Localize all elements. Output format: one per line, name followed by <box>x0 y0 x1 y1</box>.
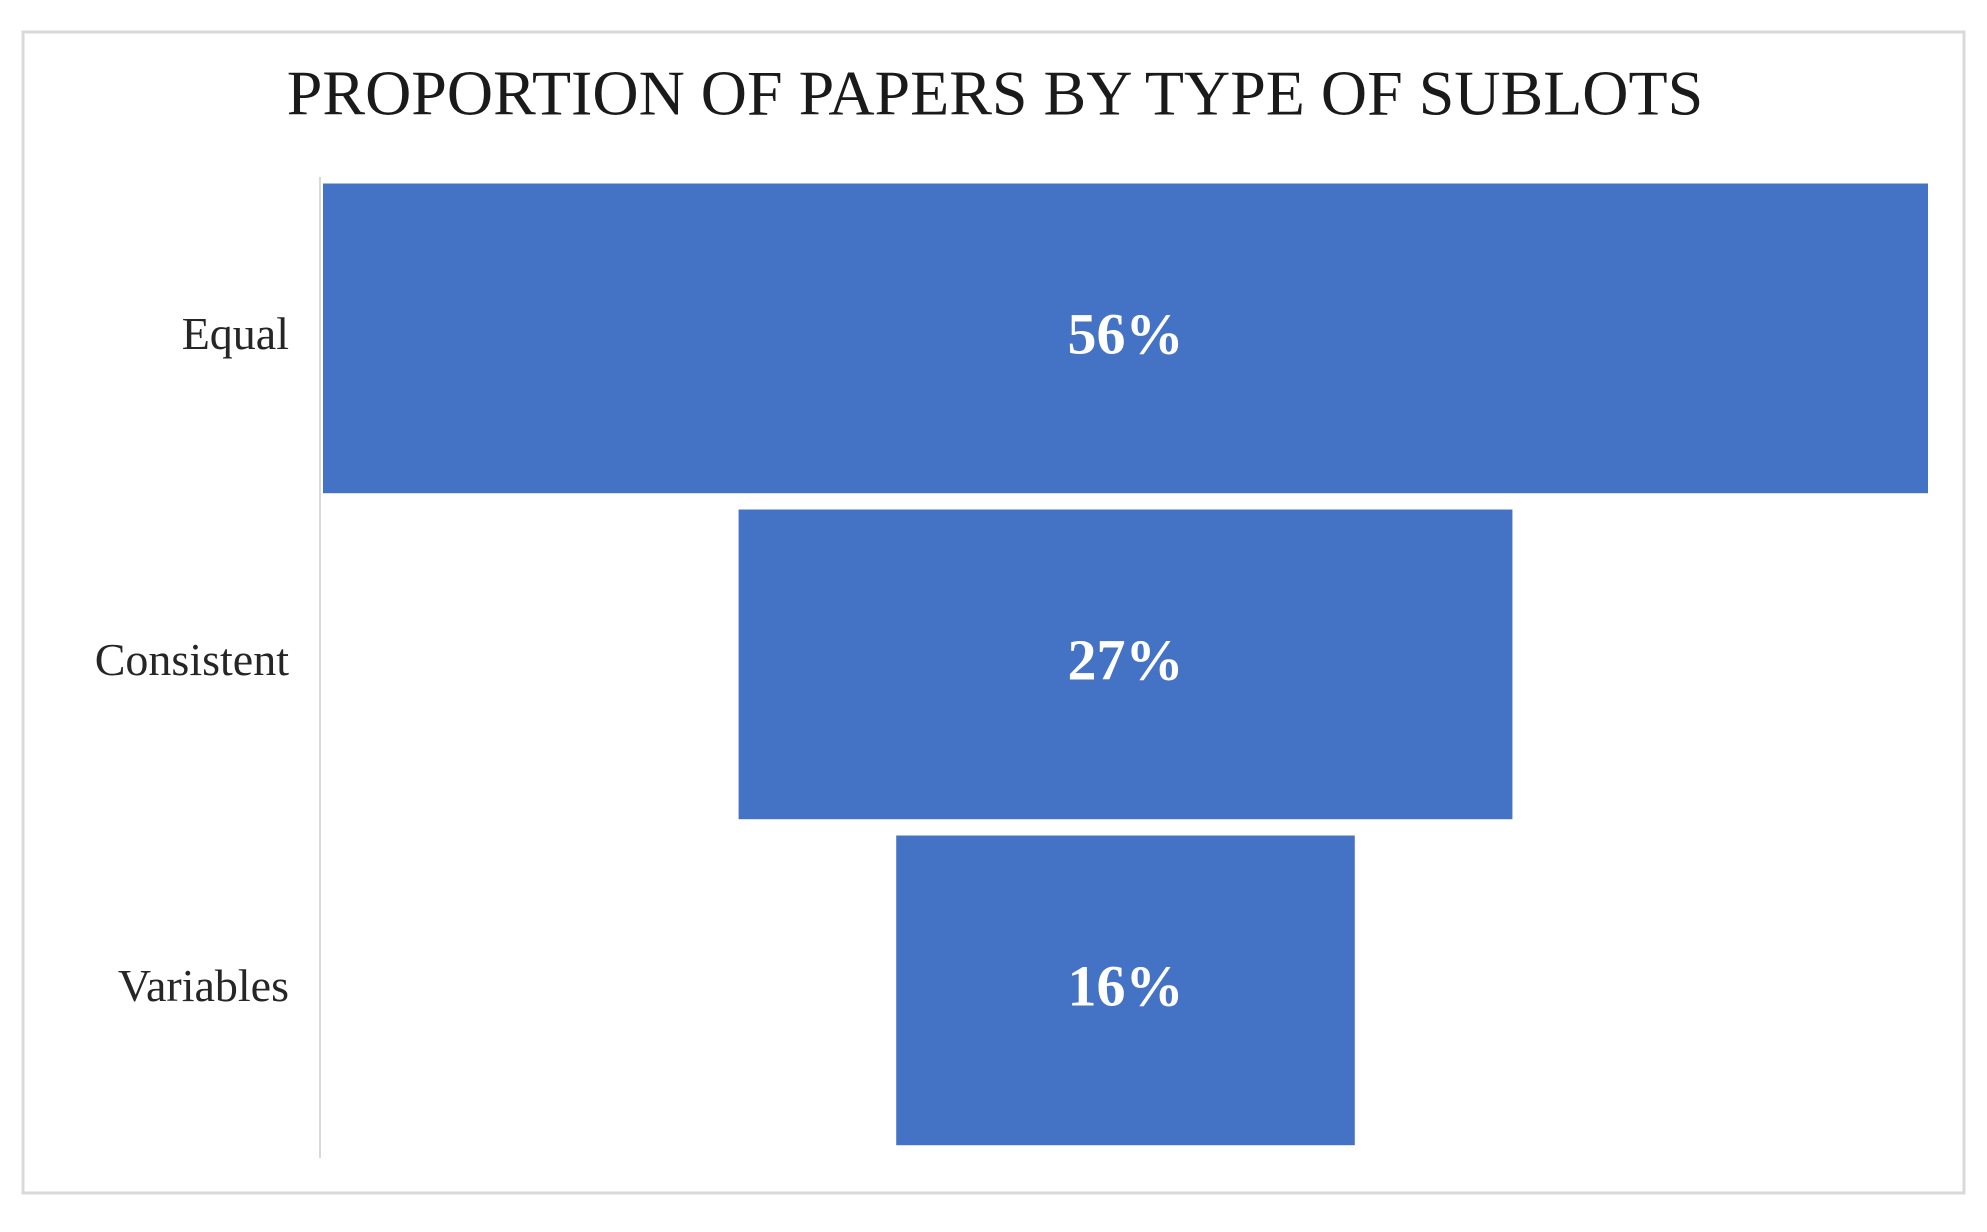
funnel-bar <box>738 509 1513 820</box>
category-label: Equal <box>182 308 289 359</box>
funnel-bar <box>323 183 1928 494</box>
data-label: 16% <box>1068 954 1184 1019</box>
category-label: Variables <box>118 960 289 1011</box>
data-label: 27% <box>1068 628 1184 693</box>
data-label: 56% <box>1068 302 1184 367</box>
chart-title: PROPORTION OF PAPERS BY TYPE OF SUBLOTS <box>287 58 1703 129</box>
funnel-bar <box>896 835 1355 1146</box>
category-label: Consistent <box>95 634 289 685</box>
